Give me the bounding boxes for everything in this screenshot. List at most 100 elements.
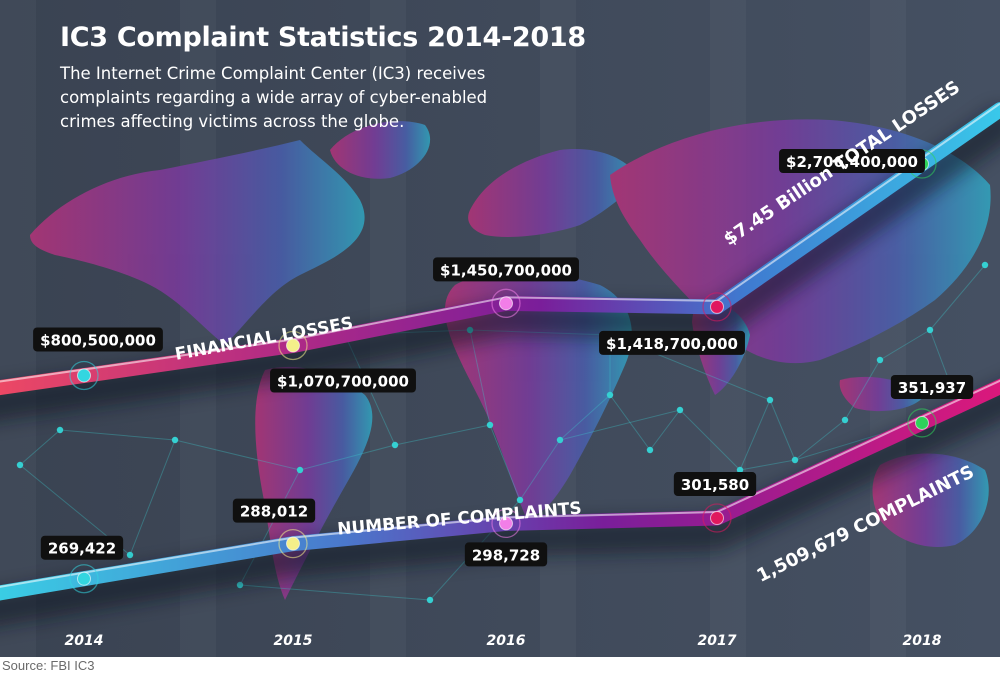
financial-losses-marker bbox=[710, 299, 724, 314]
source-note: Source: FBI IC3 bbox=[2, 658, 95, 673]
complaints-marker-ring bbox=[702, 503, 732, 533]
complaints-data-label-box bbox=[232, 498, 316, 523]
complaints-data-label-text: 288,012 bbox=[240, 503, 308, 521]
complaints-marker-ring bbox=[278, 528, 308, 559]
network-link bbox=[239, 584, 431, 601]
network-link bbox=[469, 329, 491, 426]
complaints-marker bbox=[77, 571, 91, 586]
network-link bbox=[559, 394, 611, 441]
page-subtitle: The Internet Crime Complaint Center (IC3… bbox=[60, 64, 488, 131]
network-link bbox=[929, 264, 986, 331]
complaints-marker bbox=[915, 415, 929, 430]
network-link bbox=[59, 429, 176, 441]
financial-losses-marker-ring bbox=[278, 330, 308, 361]
complaints-data-label-text: 301,580 bbox=[681, 476, 749, 494]
complaints-data-label-box bbox=[40, 535, 124, 560]
network-link bbox=[739, 399, 771, 471]
complaints-data-label-box bbox=[890, 374, 974, 399]
financial-losses-data-label-box bbox=[433, 257, 579, 282]
financial-losses-marker-ring bbox=[702, 292, 732, 322]
continent-australia bbox=[872, 453, 989, 548]
network-node bbox=[516, 496, 524, 504]
data-markers bbox=[69, 149, 937, 594]
x-tick-label: 2016 bbox=[487, 633, 526, 649]
network-node bbox=[606, 391, 614, 399]
financial-losses-data-label-box bbox=[270, 368, 416, 393]
network-node bbox=[676, 406, 684, 414]
complaints-data-label-text: 269,422 bbox=[48, 540, 116, 558]
complaints-data-label: 269,422 bbox=[40, 535, 124, 560]
financial-losses-marker-ring bbox=[491, 288, 521, 318]
financial-losses-data-label: $1,450,700,000 bbox=[433, 257, 579, 282]
complaints-marker-ring bbox=[907, 408, 937, 438]
financial-losses-marker-ring bbox=[69, 360, 99, 391]
financial-losses-data-label: $800,500,000 bbox=[33, 327, 163, 352]
network-link bbox=[299, 444, 396, 471]
network-link bbox=[394, 424, 491, 446]
network-node bbox=[646, 446, 654, 454]
financial-losses-data-label-text: $1,450,700,000 bbox=[440, 261, 572, 279]
x-tick-label: 2017 bbox=[698, 633, 737, 649]
network-link bbox=[649, 409, 681, 451]
network-node bbox=[791, 456, 799, 464]
financial-losses-data-label-box bbox=[599, 330, 745, 355]
financial-losses-data-label: $1,418,700,000 bbox=[599, 330, 745, 355]
network-node bbox=[556, 436, 564, 444]
financial-losses-marker bbox=[499, 296, 513, 311]
network-node bbox=[171, 436, 179, 444]
network-link bbox=[519, 439, 561, 501]
financial-losses-data-label-box bbox=[779, 148, 925, 173]
financial-losses-data-label-box bbox=[33, 327, 163, 352]
financial-losses-data-label-text: $800,500,000 bbox=[40, 331, 156, 349]
complaints-data-label-text: 298,728 bbox=[472, 546, 540, 564]
network-node bbox=[766, 396, 774, 404]
complaints-data-label: 301,580 bbox=[673, 472, 757, 497]
financial-losses-shadow bbox=[0, 108, 1000, 421]
network-node bbox=[296, 466, 304, 474]
financial-losses-data-label-text: $1,418,700,000 bbox=[606, 335, 738, 353]
network-node bbox=[486, 421, 494, 429]
network-link bbox=[679, 409, 741, 471]
network-node bbox=[926, 326, 934, 334]
network-link bbox=[129, 439, 176, 556]
network-node bbox=[841, 416, 849, 424]
complaints-data-label: 351,937 bbox=[890, 374, 974, 399]
complaints-marker bbox=[710, 511, 724, 526]
continent-north-america bbox=[30, 140, 365, 345]
complaints-marker-ring bbox=[491, 508, 521, 539]
network-link bbox=[769, 399, 796, 461]
complaints-shadow bbox=[0, 384, 1000, 627]
x-tick-label: 2015 bbox=[274, 633, 313, 649]
network-link bbox=[174, 439, 301, 471]
complaints-data-label-box bbox=[464, 542, 548, 567]
financial-losses-data-label-text: $2,706,400,000 bbox=[786, 153, 918, 171]
column-band bbox=[0, 0, 36, 657]
network-link bbox=[879, 329, 931, 361]
network-link bbox=[844, 359, 881, 421]
financial-losses-data-label: $2,706,400,000 bbox=[779, 148, 925, 173]
x-axis-tick-labels: 2014 2015 2016 2017 2018 bbox=[65, 633, 942, 649]
x-tick-label: 2018 bbox=[903, 633, 942, 649]
financial-losses-marker bbox=[77, 368, 91, 383]
complaints-data-label-box bbox=[673, 472, 757, 497]
network-node bbox=[736, 466, 744, 474]
continent-greenland bbox=[330, 121, 431, 179]
network-link bbox=[609, 394, 651, 451]
financial-losses-data-label: $1,070,700,000 bbox=[270, 368, 416, 393]
data-labels: $800,500,000 $1,070,700,000 $1,450,700,000… bbox=[33, 148, 974, 567]
complaints-data-label: 298,728 bbox=[464, 542, 548, 567]
complaints-data-label: 288,012 bbox=[232, 498, 316, 523]
page-title: IC3 Complaint Statistics 2014-2018 bbox=[60, 22, 586, 53]
continent-europe bbox=[468, 149, 640, 237]
complaints-marker-ring bbox=[69, 564, 99, 594]
network-node bbox=[391, 441, 399, 449]
network-node bbox=[126, 551, 134, 559]
network-link bbox=[739, 459, 796, 471]
network-node bbox=[426, 596, 434, 604]
x-tick-label: 2014 bbox=[65, 633, 104, 649]
network-node bbox=[16, 461, 24, 469]
network-link bbox=[794, 419, 846, 461]
network-node bbox=[981, 261, 989, 269]
network-link bbox=[559, 409, 681, 441]
